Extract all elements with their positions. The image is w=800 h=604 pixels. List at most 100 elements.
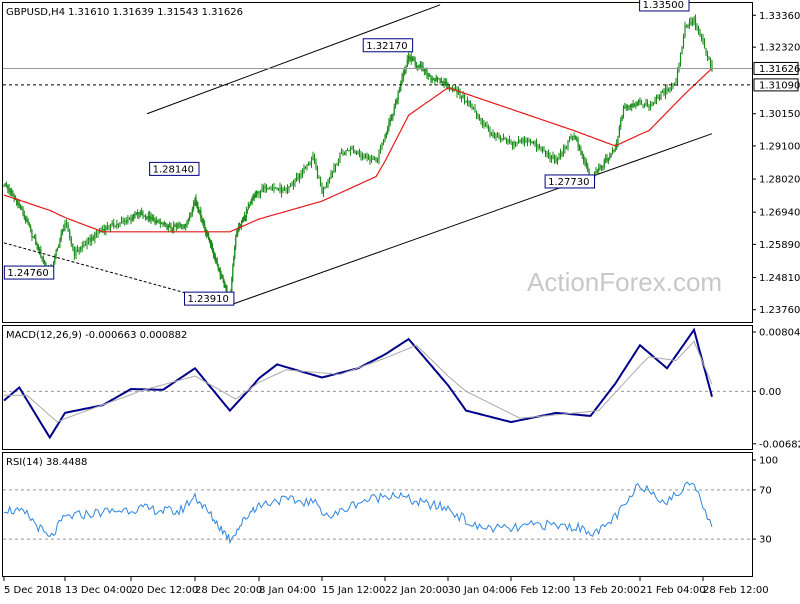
candle-body	[128, 218, 131, 220]
candle-body	[370, 158, 373, 162]
candle-body	[504, 138, 506, 140]
candle-body	[487, 127, 490, 131]
price-axis-label: 1.31090	[759, 80, 800, 91]
candle-body	[394, 102, 397, 108]
price-annotation-box	[149, 161, 200, 176]
candle-body	[219, 268, 221, 276]
candle-body	[385, 133, 387, 138]
rsi-axis-label: 100	[759, 456, 778, 467]
candle-body	[632, 103, 634, 107]
price-annotation-label: 1.28140	[153, 164, 194, 175]
candle-body	[502, 138, 505, 140]
candle-body	[351, 148, 353, 150]
candle-body	[280, 187, 283, 193]
candle-body	[122, 221, 124, 223]
candle-body	[9, 190, 11, 192]
candle-body	[355, 151, 358, 154]
candle-body	[25, 217, 27, 222]
candle-body	[27, 220, 29, 225]
price-axis-label: 1.33360	[759, 11, 800, 22]
candle-body	[286, 188, 289, 190]
candle-body	[398, 90, 401, 93]
candle-body	[18, 203, 20, 206]
time-axis-label: 13 Feb 20:00	[574, 585, 640, 596]
candle-body	[636, 102, 638, 106]
candle-body	[342, 153, 344, 155]
candle-body	[547, 152, 550, 157]
candle-body	[439, 78, 441, 83]
candle-body	[149, 215, 151, 221]
candle-body	[211, 244, 214, 252]
candle-body	[295, 177, 298, 181]
candle-body	[185, 223, 187, 226]
candle-body	[289, 185, 292, 187]
candle-body	[543, 150, 545, 152]
candle-body	[348, 150, 350, 152]
candle-body	[44, 260, 46, 264]
candle-body	[75, 249, 77, 256]
candle-body	[498, 136, 500, 138]
candle-body	[214, 255, 216, 262]
candle-body	[697, 27, 700, 32]
candle-body	[195, 197, 197, 202]
candle-body	[430, 76, 432, 80]
candle-body	[103, 228, 105, 231]
candle-body	[117, 223, 120, 225]
candle-body	[224, 285, 226, 287]
candle-body	[409, 56, 411, 61]
candle-body	[102, 228, 104, 231]
candle-body	[38, 249, 41, 251]
candle-body	[576, 138, 578, 141]
candle-body	[363, 156, 365, 158]
candle-body	[116, 223, 118, 227]
candle-body	[611, 150, 614, 155]
candle-body	[210, 244, 213, 247]
candle-body	[283, 189, 286, 191]
candle-body	[378, 152, 380, 160]
candle-body	[108, 228, 110, 230]
candle-body	[664, 88, 667, 95]
candle-body	[209, 243, 212, 247]
candle-body	[584, 161, 586, 163]
candle-body	[501, 138, 503, 140]
candle-body	[631, 103, 633, 108]
candle-body	[21, 209, 23, 211]
candle-body	[315, 161, 317, 169]
candle-body	[324, 187, 326, 189]
candle-body	[434, 79, 436, 82]
candle-body	[241, 220, 244, 222]
candle-body	[429, 74, 431, 77]
candle-body	[297, 177, 299, 179]
candle-body	[516, 142, 518, 144]
candle-body	[495, 136, 497, 138]
candle-body	[262, 187, 265, 189]
candle-body	[522, 138, 524, 142]
candle-body	[444, 81, 446, 85]
candle-body	[154, 219, 156, 224]
candle-body	[415, 65, 418, 67]
rsi-panel-frame	[2, 452, 753, 577]
candle-body	[642, 104, 644, 107]
candle-body	[574, 136, 576, 139]
candle-body	[153, 218, 155, 220]
candle-body	[450, 87, 452, 89]
candle-body	[313, 155, 316, 162]
rsi-axis-label: 70	[759, 485, 772, 496]
candle-body	[556, 157, 559, 163]
candle-body	[201, 217, 203, 220]
candle-body	[8, 188, 10, 192]
candle-body	[339, 152, 341, 159]
candle-body	[131, 218, 133, 220]
candle-body	[523, 138, 526, 143]
candle-body	[639, 100, 641, 102]
candle-body	[588, 171, 590, 177]
candle-body	[3, 184, 5, 186]
candle-body	[65, 222, 68, 226]
candle-body	[158, 219, 160, 223]
candle-body	[448, 86, 451, 88]
candle-body	[511, 141, 514, 145]
candle-body	[186, 220, 188, 224]
watermark: ActionForex.com	[527, 267, 722, 297]
candle-body	[179, 224, 181, 226]
candle-body	[187, 219, 189, 221]
